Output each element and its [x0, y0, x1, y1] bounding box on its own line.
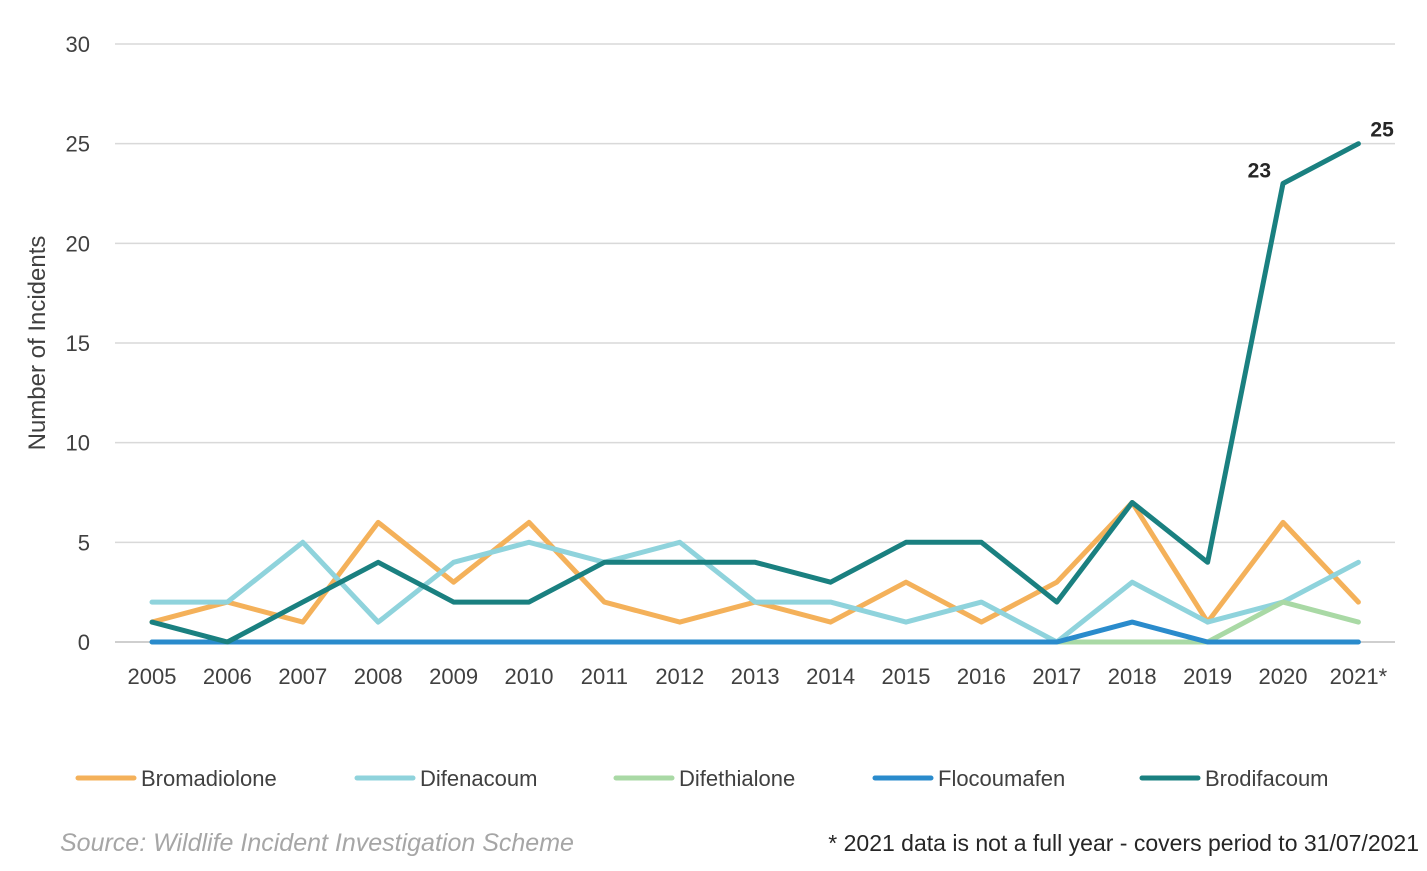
y-tick-label: 15 — [66, 331, 90, 356]
legend-label-bromadiolone: Bromadiolone — [141, 766, 277, 791]
x-tick-label: 2012 — [655, 664, 704, 689]
data-label-brodifacoum-2020: 23 — [1248, 160, 1271, 183]
y-tick-label: 0 — [78, 630, 90, 655]
y-tick-label: 25 — [66, 132, 90, 157]
x-tick-label: 2007 — [278, 664, 327, 689]
y-tick-label: 10 — [66, 431, 90, 456]
x-tick-label: 2021* — [1330, 664, 1388, 689]
series-lines — [149, 141, 1361, 645]
legend: Bromadiolone Difenacoum Difethialone Flocou… — [75, 766, 1329, 791]
x-tick-label: 2016 — [957, 664, 1006, 689]
y-tick-label: 5 — [78, 530, 90, 555]
x-tick-label: 2010 — [505, 664, 554, 689]
y-axis-label: Number of Incidents — [24, 236, 51, 451]
legend-label-difethialone: Difethialone — [679, 766, 795, 791]
x-tick-label: 2008 — [354, 664, 403, 689]
series-line-brodifacoum — [149, 141, 1361, 645]
legend-label-difenacoum: Difenacoum — [420, 766, 537, 791]
x-axis-ticks: 2005 2006 2007 2008 2009 2010 2011 2012 2013 2014… — [128, 664, 1388, 689]
source-caption: Source: Wildlife Incident Investigation … — [60, 829, 574, 857]
x-tick-label: 2020 — [1259, 664, 1308, 689]
y-tick-label: 20 — [66, 231, 90, 256]
data-label-brodifacoum-2021: 25 — [1370, 119, 1394, 142]
x-tick-label: 2005 — [128, 664, 177, 689]
x-tick-label: 2015 — [882, 664, 931, 689]
legend-label-brodifacoum: Brodifacoum — [1205, 766, 1329, 791]
x-tick-label: 2014 — [806, 664, 855, 689]
series-line-flocoumafen — [149, 619, 1361, 645]
y-tick-label: 30 — [66, 32, 90, 57]
footnote: * 2021 data is not a full year - covers … — [828, 830, 1419, 856]
gridlines — [115, 43, 1395, 643]
x-tick-label: 2018 — [1108, 664, 1157, 689]
x-tick-label: 2019 — [1183, 664, 1232, 689]
legend-label-flocoumafen: Flocoumafen — [938, 766, 1065, 791]
x-tick-label: 2017 — [1032, 664, 1081, 689]
series-line-difenacoum — [149, 539, 1361, 645]
x-tick-label: 2011 — [581, 664, 628, 689]
y-axis-ticks: 0 5 10 15 20 25 30 — [66, 32, 90, 655]
x-tick-label: 2013 — [731, 664, 780, 689]
data-labels: 23 25 — [1248, 119, 1394, 183]
x-tick-label: 2006 — [203, 664, 252, 689]
x-tick-label: 2009 — [429, 664, 478, 689]
